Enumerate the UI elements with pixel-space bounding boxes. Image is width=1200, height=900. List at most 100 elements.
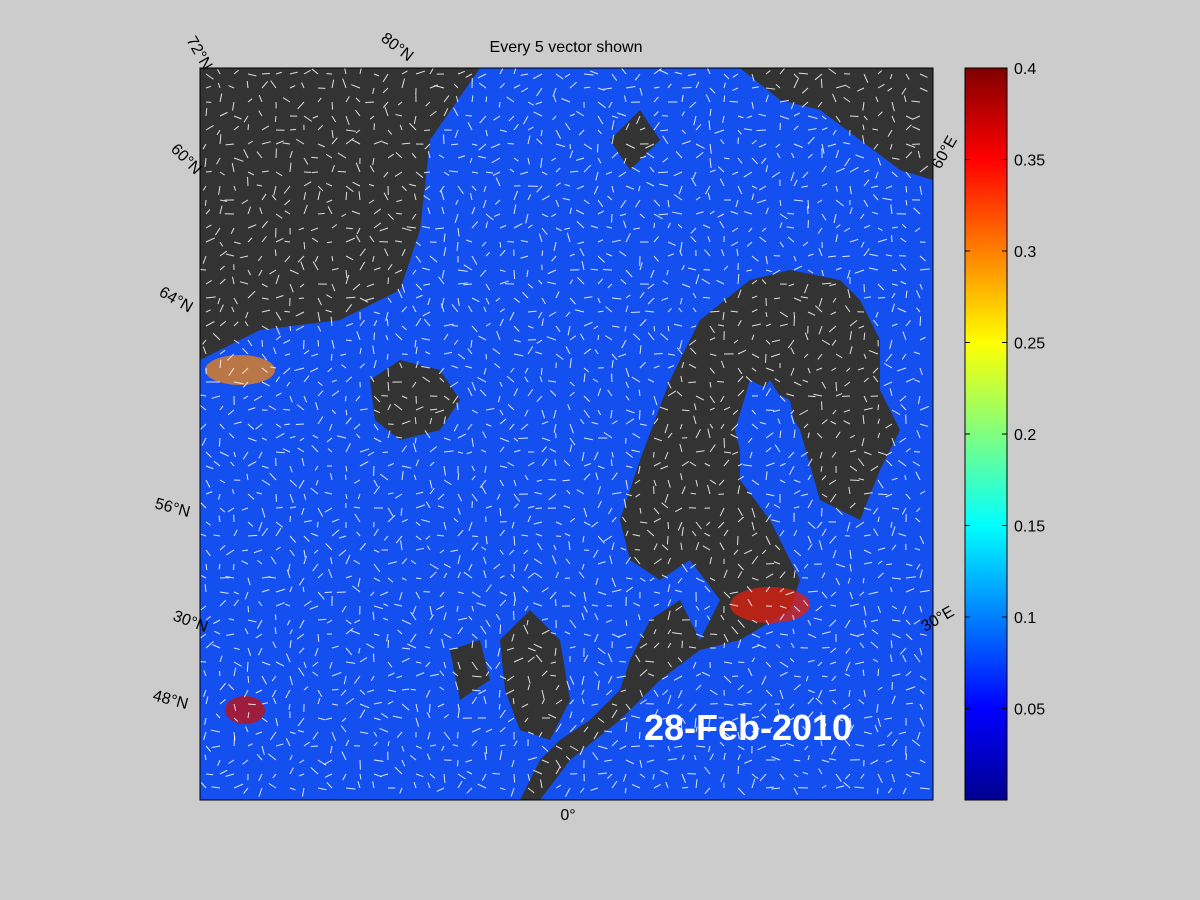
vector-arrow: [338, 549, 347, 557]
vector-arrow: [373, 479, 378, 487]
vector-arrow: [337, 170, 347, 173]
vector-arrow: [679, 339, 683, 350]
vector-arrow: [842, 255, 851, 258]
vector-arrow: [667, 642, 672, 649]
vector-arrow: [275, 451, 285, 454]
vector-arrow: [779, 613, 785, 621]
vector-arrow: [255, 689, 263, 694]
vector-arrow: [261, 170, 269, 173]
vector-arrow: [704, 787, 711, 795]
vector-arrow: [373, 320, 378, 327]
vector-arrow: [689, 461, 697, 467]
vector-arrow: [695, 541, 700, 551]
vector-arrow: [219, 507, 226, 513]
vector-arrow: [581, 689, 585, 695]
vector-arrow: [716, 279, 725, 285]
vector-arrow: [675, 589, 683, 593]
vector-arrow: [911, 739, 921, 747]
vector-arrow: [359, 319, 365, 327]
vector-arrow: [268, 782, 277, 789]
vector-arrow: [401, 306, 408, 313]
vector-arrow: [457, 451, 464, 454]
vector-arrow: [483, 306, 487, 313]
vector-arrow: [387, 507, 394, 517]
vector-arrow: [832, 549, 837, 559]
vector-arrow: [919, 717, 925, 727]
vector-arrow: [317, 689, 323, 698]
vector-arrow: [527, 135, 531, 145]
vector-arrow: [457, 708, 460, 719]
vector-arrow: [275, 546, 281, 551]
vector-arrow: [693, 755, 697, 761]
vector-arrow: [453, 517, 459, 523]
vector-arrow: [807, 253, 814, 257]
vector-arrow: [415, 491, 424, 495]
vector-arrow: [667, 629, 672, 635]
vector-arrow: [751, 507, 756, 518]
vector-arrow: [498, 703, 501, 710]
vector-arrow: [314, 255, 319, 262]
vector-arrow: [478, 335, 487, 341]
vector-arrow: [889, 143, 893, 150]
vector-arrow: [454, 129, 459, 139]
vector-arrow: [200, 661, 207, 663]
vector-arrow: [681, 409, 690, 412]
vector-arrow: [387, 561, 398, 565]
vector-arrow: [877, 516, 880, 523]
vector-arrow: [380, 773, 389, 777]
vector-arrow: [874, 724, 879, 733]
vector-arrow: [415, 577, 422, 580]
vector-arrow: [242, 759, 249, 765]
vector-arrow: [345, 409, 348, 416]
vector-arrow: [285, 689, 291, 699]
colorbar-tick-label: 0.05: [1014, 702, 1045, 719]
vector-arrow: [835, 185, 838, 192]
vector-arrow: [296, 404, 305, 411]
vector-arrow: [858, 325, 865, 329]
vector-arrow: [219, 250, 228, 257]
vector-arrow: [535, 101, 543, 105]
vector-arrow: [723, 703, 734, 706]
vector-arrow: [353, 559, 361, 565]
vector-arrow: [581, 563, 585, 570]
vector-arrow: [708, 120, 711, 131]
vector-arrow: [618, 353, 627, 358]
vector-arrow: [555, 73, 564, 80]
vector-arrow: [590, 70, 599, 75]
vector-arrow: [373, 741, 378, 747]
vector-arrow: [737, 289, 742, 299]
vector-arrow: [675, 151, 683, 159]
vector-arrow: [695, 673, 702, 677]
vector-arrow: [331, 390, 340, 397]
vector-arrow: [638, 731, 641, 739]
vector-arrow: [919, 689, 925, 695]
vector-arrow: [914, 227, 921, 233]
vector-arrow: [354, 619, 361, 624]
vector-arrow: [653, 518, 661, 523]
vector-arrow: [575, 209, 585, 215]
vector-arrow: [746, 115, 753, 119]
vector-arrow: [538, 279, 543, 285]
vector-arrow: [688, 339, 697, 346]
vector-arrow: [359, 448, 370, 453]
vector-arrow: [751, 479, 760, 486]
vector-arrow: [695, 726, 698, 733]
vector-arrow: [536, 185, 543, 193]
vector-arrow: [709, 753, 715, 761]
vector-arrow: [216, 129, 221, 136]
vector-arrow: [401, 420, 411, 425]
vector-arrow: [450, 549, 459, 553]
vector-arrow: [202, 346, 207, 355]
vector-arrow: [611, 709, 618, 719]
vector-arrow: [289, 506, 297, 509]
vector-arrow: [606, 226, 613, 229]
vector-arrow: [709, 169, 716, 173]
vector-arrow: [524, 717, 529, 723]
vector-arrow: [862, 577, 865, 584]
vector-arrow: [219, 423, 225, 430]
vector-arrow: [511, 521, 515, 529]
vector-arrow: [247, 493, 255, 500]
vector-arrow: [565, 558, 571, 565]
vector-arrow: [761, 227, 767, 232]
